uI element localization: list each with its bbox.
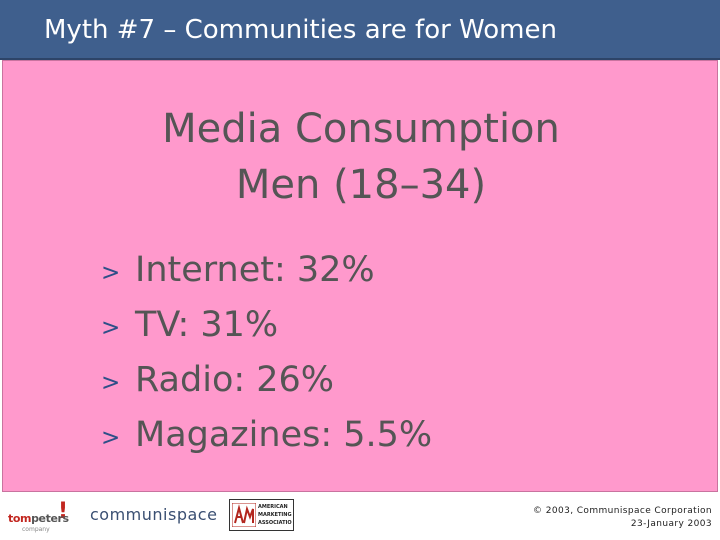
bullet-label: TV: 31%	[135, 305, 279, 345]
footer: ! tompeters company communispace AMERICA…	[0, 492, 720, 540]
bullet-label: Internet: 32%	[135, 250, 375, 290]
slide-title: Myth #7 – Communities are for Women	[44, 15, 557, 45]
copyright-notice: © 2003, Communispace Corporation 23-Janu…	[533, 505, 712, 531]
exclamation-icon: !	[58, 499, 69, 524]
copyright-line-2: 23-January 2003	[630, 519, 712, 529]
communispace-logo: communispace	[90, 505, 218, 524]
copyright-line-1: © 2003, Communispace Corporation	[533, 506, 712, 516]
tompeters-subtitle: company	[22, 526, 50, 533]
title-bar: Myth #7 – Communities are for Women	[0, 0, 720, 60]
content-panel: Media Consumption Men (18–34) > Internet…	[2, 60, 718, 492]
tompeters-peters: peters	[31, 512, 69, 525]
content-heading: Media Consumption Men (18–34)	[3, 101, 719, 213]
ama-line: ASSOCIATION	[258, 520, 292, 526]
tompeters-logo: ! tompeters company	[8, 498, 78, 534]
ama-text: AMERICAN MARKETING ASSOCIATION	[258, 503, 292, 527]
bullet-arrow-icon: >	[101, 425, 121, 451]
ama-emblem-icon	[232, 503, 256, 527]
bullet-arrow-icon: >	[101, 315, 121, 341]
tompeters-tom: tom	[8, 512, 32, 525]
heading-line-2: Men (18–34)	[235, 162, 487, 208]
heading-line-1: Media Consumption	[162, 106, 560, 152]
bullet-label: Magazines: 5.5%	[135, 415, 433, 455]
ama-logo: AMERICAN MARKETING ASSOCIATION	[229, 499, 294, 531]
tompeters-wordmark: tompeters	[8, 512, 69, 525]
ama-line: MARKETING	[258, 512, 292, 518]
bullet-arrow-icon: >	[101, 260, 121, 286]
ama-line: AMERICAN	[258, 504, 288, 510]
bullet-arrow-icon: >	[101, 370, 121, 396]
bullet-label: Radio: 26%	[135, 360, 335, 400]
